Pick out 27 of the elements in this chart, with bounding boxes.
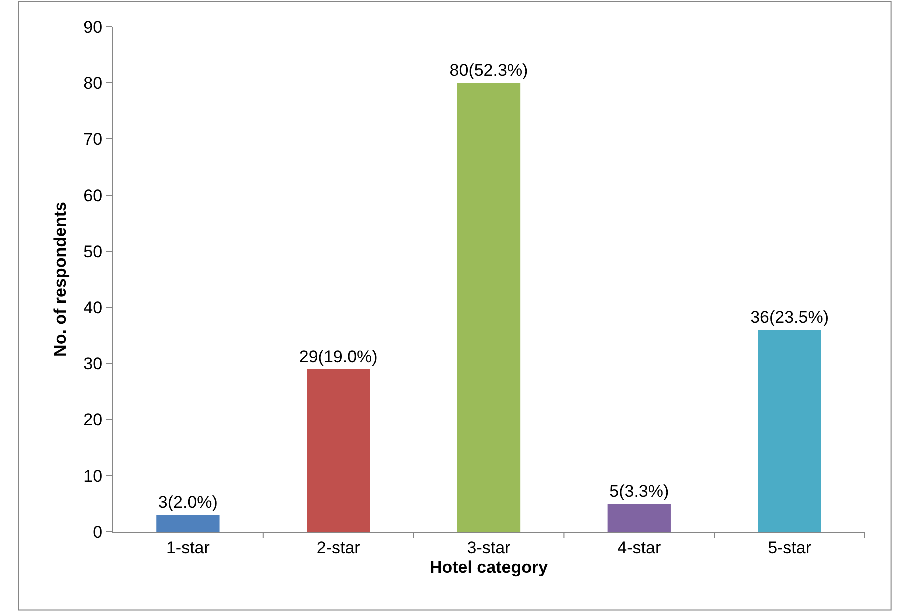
y-tick-label: 60	[84, 186, 103, 206]
y-tick-label: 90	[84, 18, 103, 37]
y-axis-title: No. of respondents	[51, 202, 70, 357]
y-tick-label: 40	[84, 298, 103, 318]
bar	[457, 83, 521, 532]
y-tick-label: 80	[84, 74, 103, 94]
y-tick-label: 50	[84, 242, 103, 262]
bar	[758, 330, 822, 532]
x-tick-label: 5-star	[768, 538, 812, 558]
bar	[608, 504, 671, 532]
data-label: 29(19.0%)	[299, 347, 378, 366]
x-tick-label: 4-star	[618, 538, 662, 558]
data-label: 3(2.0%)	[158, 493, 218, 512]
x-tick-label: 2-star	[316, 538, 361, 558]
y-tick-label: 30	[84, 354, 103, 374]
bar	[156, 515, 220, 532]
y-tick-label: 20	[84, 410, 103, 430]
data-label: 36(23.5%)	[750, 308, 830, 327]
x-tick-label: 3-star	[467, 538, 512, 558]
data-label: 5(3.3%)	[610, 482, 670, 501]
y-tick-label: 70	[84, 130, 103, 150]
bar	[307, 369, 370, 532]
x-tick-label: 1-star	[166, 538, 210, 558]
y-tick-label: 10	[84, 466, 103, 486]
data-label: 80(52.3%)	[450, 61, 528, 80]
y-tick-label: 0	[93, 522, 103, 542]
x-axis-title: Hotel category	[430, 558, 549, 577]
